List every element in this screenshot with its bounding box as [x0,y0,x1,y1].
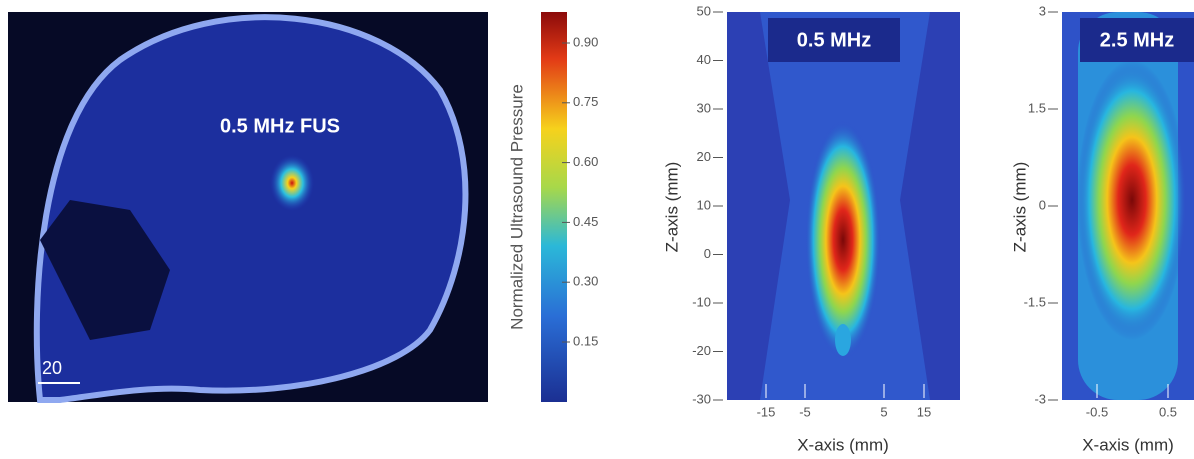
y-axis-label: Z-axis (mm) [662,162,681,253]
x-tick-label: 5 [880,404,887,419]
y-tick-label: 0 [704,246,711,261]
scale-label: 20 [42,358,62,378]
y-tick-label: 3 [1039,3,1046,18]
tick-label: 0.45 [573,214,598,229]
title-box [1080,18,1194,62]
y-tick-label: 40 [697,52,711,67]
colorbar-title: Normalized Ultrasound Pressure [507,84,526,330]
contour [1077,60,1187,340]
x-tick-label: 0.5 [1159,404,1177,419]
x-tick-label: 15 [917,404,931,419]
y-tick-label: 1.5 [1028,100,1046,115]
y-tick-label: -10 [692,294,711,309]
tick-label: 0.60 [573,154,598,169]
x-tick-label: -5 [799,404,811,419]
y-tick-label: -1.5 [1024,294,1046,309]
y-tick-label: 10 [697,197,711,212]
sinus [40,200,170,340]
contour [835,324,851,356]
y-tick-label: -30 [692,391,711,406]
tick-label: 0.75 [573,94,598,109]
tick-label: 0.30 [573,274,598,289]
y-tick-label: 20 [697,149,711,164]
tick-label: 0.90 [573,34,598,49]
y-tick-label: -3 [1034,391,1046,406]
x-tick-label: -0.5 [1086,404,1108,419]
y-tick-label: 30 [697,100,711,115]
skull-label: 0.5 MHz FUS [220,115,340,137]
focal-spot [270,155,314,211]
y-tick-label: 0 [1039,197,1046,212]
plot-title: 2.5 MHz [1100,29,1174,51]
y-axis-label: Z-axis (mm) [1010,162,1029,253]
x-axis-label: X-axis (mm) [1082,435,1174,454]
plot-title: 0.5 MHz [797,29,871,51]
contour [805,120,881,360]
tick-label: 0.15 [573,333,598,348]
colorbar [541,12,567,402]
x-tick-label: -15 [757,404,776,419]
x-axis-label: X-axis (mm) [797,435,889,454]
y-tick-label: -20 [692,343,711,358]
title-box [768,18,900,62]
y-tick-label: 50 [697,3,711,18]
